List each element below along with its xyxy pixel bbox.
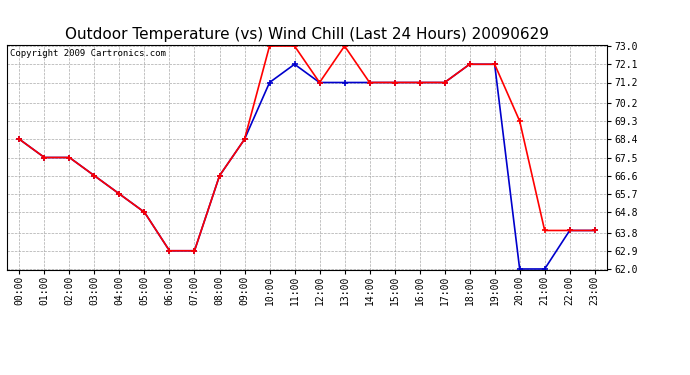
Text: Copyright 2009 Cartronics.com: Copyright 2009 Cartronics.com: [10, 50, 166, 58]
Title: Outdoor Temperature (vs) Wind Chill (Last 24 Hours) 20090629: Outdoor Temperature (vs) Wind Chill (Las…: [65, 27, 549, 42]
